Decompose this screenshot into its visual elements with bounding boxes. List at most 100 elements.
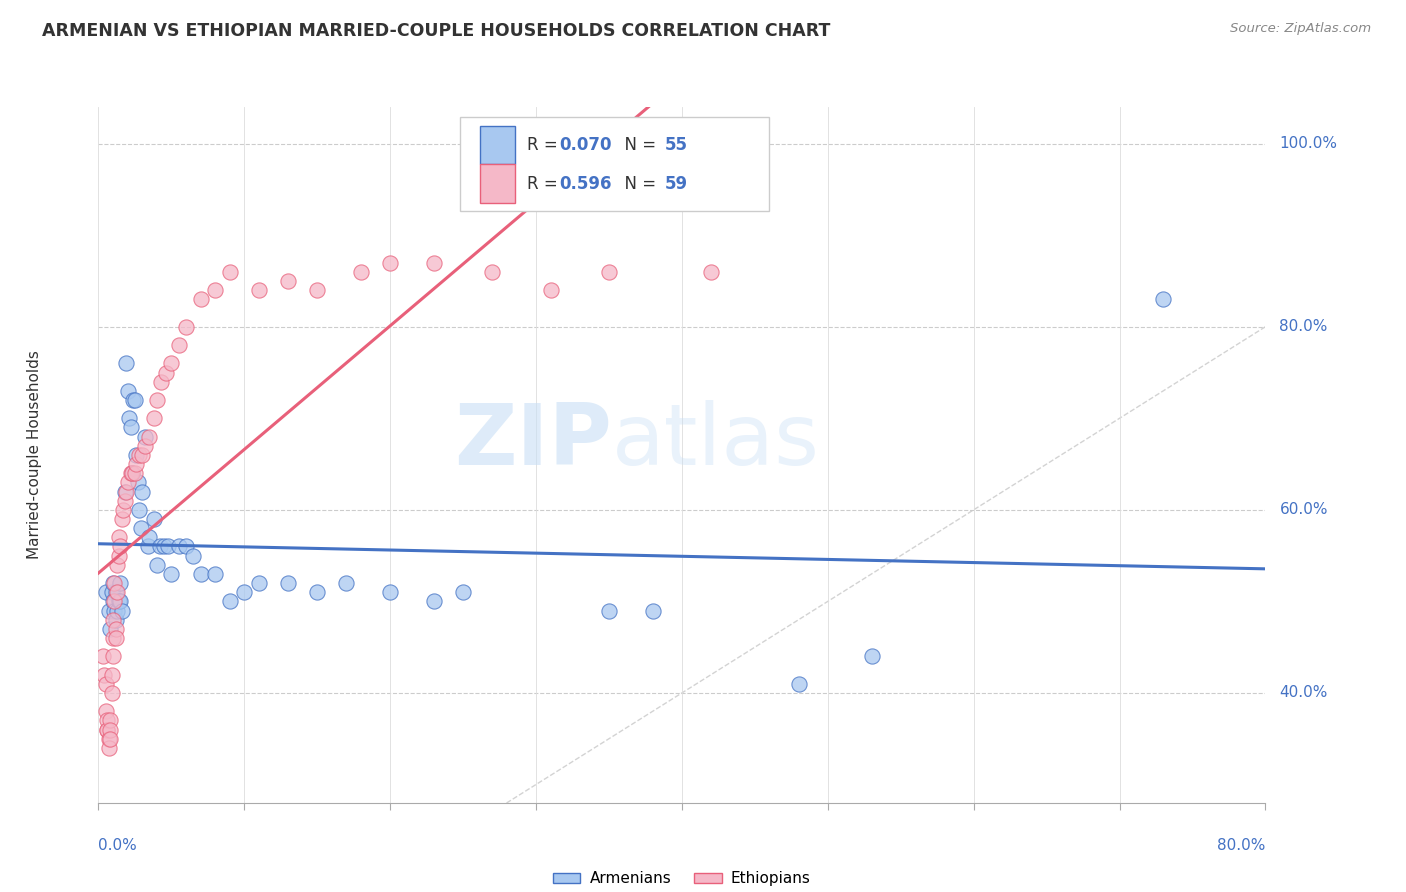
Point: [423, 255, 446, 269]
Point: [104, 613, 127, 627]
Point: [174, 540, 197, 554]
Point: [167, 540, 190, 554]
Point: [98, 622, 121, 636]
Point: [204, 566, 226, 581]
Point: [110, 576, 132, 591]
Text: 0.596: 0.596: [560, 175, 612, 193]
Text: 80.0%: 80.0%: [1218, 838, 1265, 854]
Point: [142, 411, 165, 425]
Point: [114, 484, 136, 499]
Point: [122, 392, 145, 407]
Point: [97, 603, 120, 617]
Point: [115, 356, 138, 370]
Point: [190, 566, 212, 581]
Point: [91, 649, 114, 664]
Point: [124, 392, 146, 407]
Point: [307, 585, 329, 599]
Point: [160, 356, 183, 370]
Point: [121, 467, 143, 481]
Point: [247, 283, 270, 297]
FancyBboxPatch shape: [479, 164, 515, 202]
Text: Source: ZipAtlas.com: Source: ZipAtlas.com: [1230, 22, 1371, 36]
Text: R =: R =: [527, 175, 562, 193]
Point: [146, 392, 169, 407]
Point: [153, 540, 176, 554]
Point: [128, 503, 150, 517]
Point: [190, 293, 212, 307]
Point: [378, 255, 402, 269]
Point: [110, 540, 132, 554]
Point: [860, 649, 883, 664]
Text: 40.0%: 40.0%: [1279, 685, 1327, 700]
Point: [98, 731, 121, 746]
Text: 0.070: 0.070: [560, 136, 612, 154]
Point: [108, 549, 131, 563]
Point: [136, 540, 159, 554]
Point: [129, 521, 152, 535]
Point: [103, 594, 125, 608]
Point: [181, 549, 204, 563]
Text: N =: N =: [614, 136, 662, 154]
Point: [98, 723, 121, 737]
Point: [104, 622, 127, 636]
Point: [100, 585, 122, 599]
Point: [101, 613, 124, 627]
FancyBboxPatch shape: [479, 126, 515, 164]
Point: [134, 439, 156, 453]
Point: [94, 585, 117, 599]
Point: [105, 603, 128, 617]
Point: [641, 603, 664, 617]
Point: [787, 677, 810, 691]
Point: [104, 631, 127, 645]
Text: 0.0%: 0.0%: [98, 838, 138, 854]
Point: [94, 704, 117, 718]
Point: [218, 265, 240, 279]
Point: [112, 503, 135, 517]
Point: [94, 677, 117, 691]
Point: [138, 429, 160, 443]
Point: [233, 585, 256, 599]
Legend: Armenians, Ethiopians: Armenians, Ethiopians: [547, 865, 817, 892]
Point: [101, 594, 124, 608]
Point: [157, 540, 180, 554]
Point: [423, 594, 446, 608]
Point: [121, 467, 143, 481]
Text: ZIP: ZIP: [454, 400, 612, 483]
Point: [117, 384, 139, 398]
Point: [101, 631, 124, 645]
Point: [110, 594, 132, 608]
Point: [598, 265, 620, 279]
Point: [105, 558, 128, 572]
Point: [105, 585, 128, 599]
Text: 80.0%: 80.0%: [1279, 319, 1327, 334]
Point: [540, 283, 562, 297]
Text: N =: N =: [614, 175, 662, 193]
Point: [120, 420, 142, 434]
Point: [100, 667, 122, 681]
Point: [335, 576, 357, 591]
Point: [96, 714, 118, 728]
Point: [103, 603, 125, 617]
Point: [150, 375, 173, 389]
Point: [131, 484, 153, 499]
Point: [277, 274, 299, 288]
Point: [128, 448, 150, 462]
Text: ARMENIAN VS ETHIOPIAN MARRIED-COUPLE HOUSEHOLDS CORRELATION CHART: ARMENIAN VS ETHIOPIAN MARRIED-COUPLE HOU…: [42, 22, 831, 40]
Point: [481, 265, 503, 279]
Point: [104, 585, 127, 599]
Point: [97, 740, 120, 755]
Point: [97, 731, 120, 746]
Point: [451, 585, 474, 599]
Point: [103, 576, 125, 591]
Point: [111, 512, 134, 526]
Point: [174, 319, 197, 334]
Point: [114, 493, 136, 508]
Point: [598, 603, 620, 617]
Point: [149, 540, 172, 554]
Point: [125, 457, 148, 471]
Point: [101, 576, 124, 591]
Point: [131, 448, 153, 462]
Text: atlas: atlas: [612, 400, 820, 483]
Point: [96, 723, 118, 737]
Text: Married-couple Households: Married-couple Households: [27, 351, 42, 559]
